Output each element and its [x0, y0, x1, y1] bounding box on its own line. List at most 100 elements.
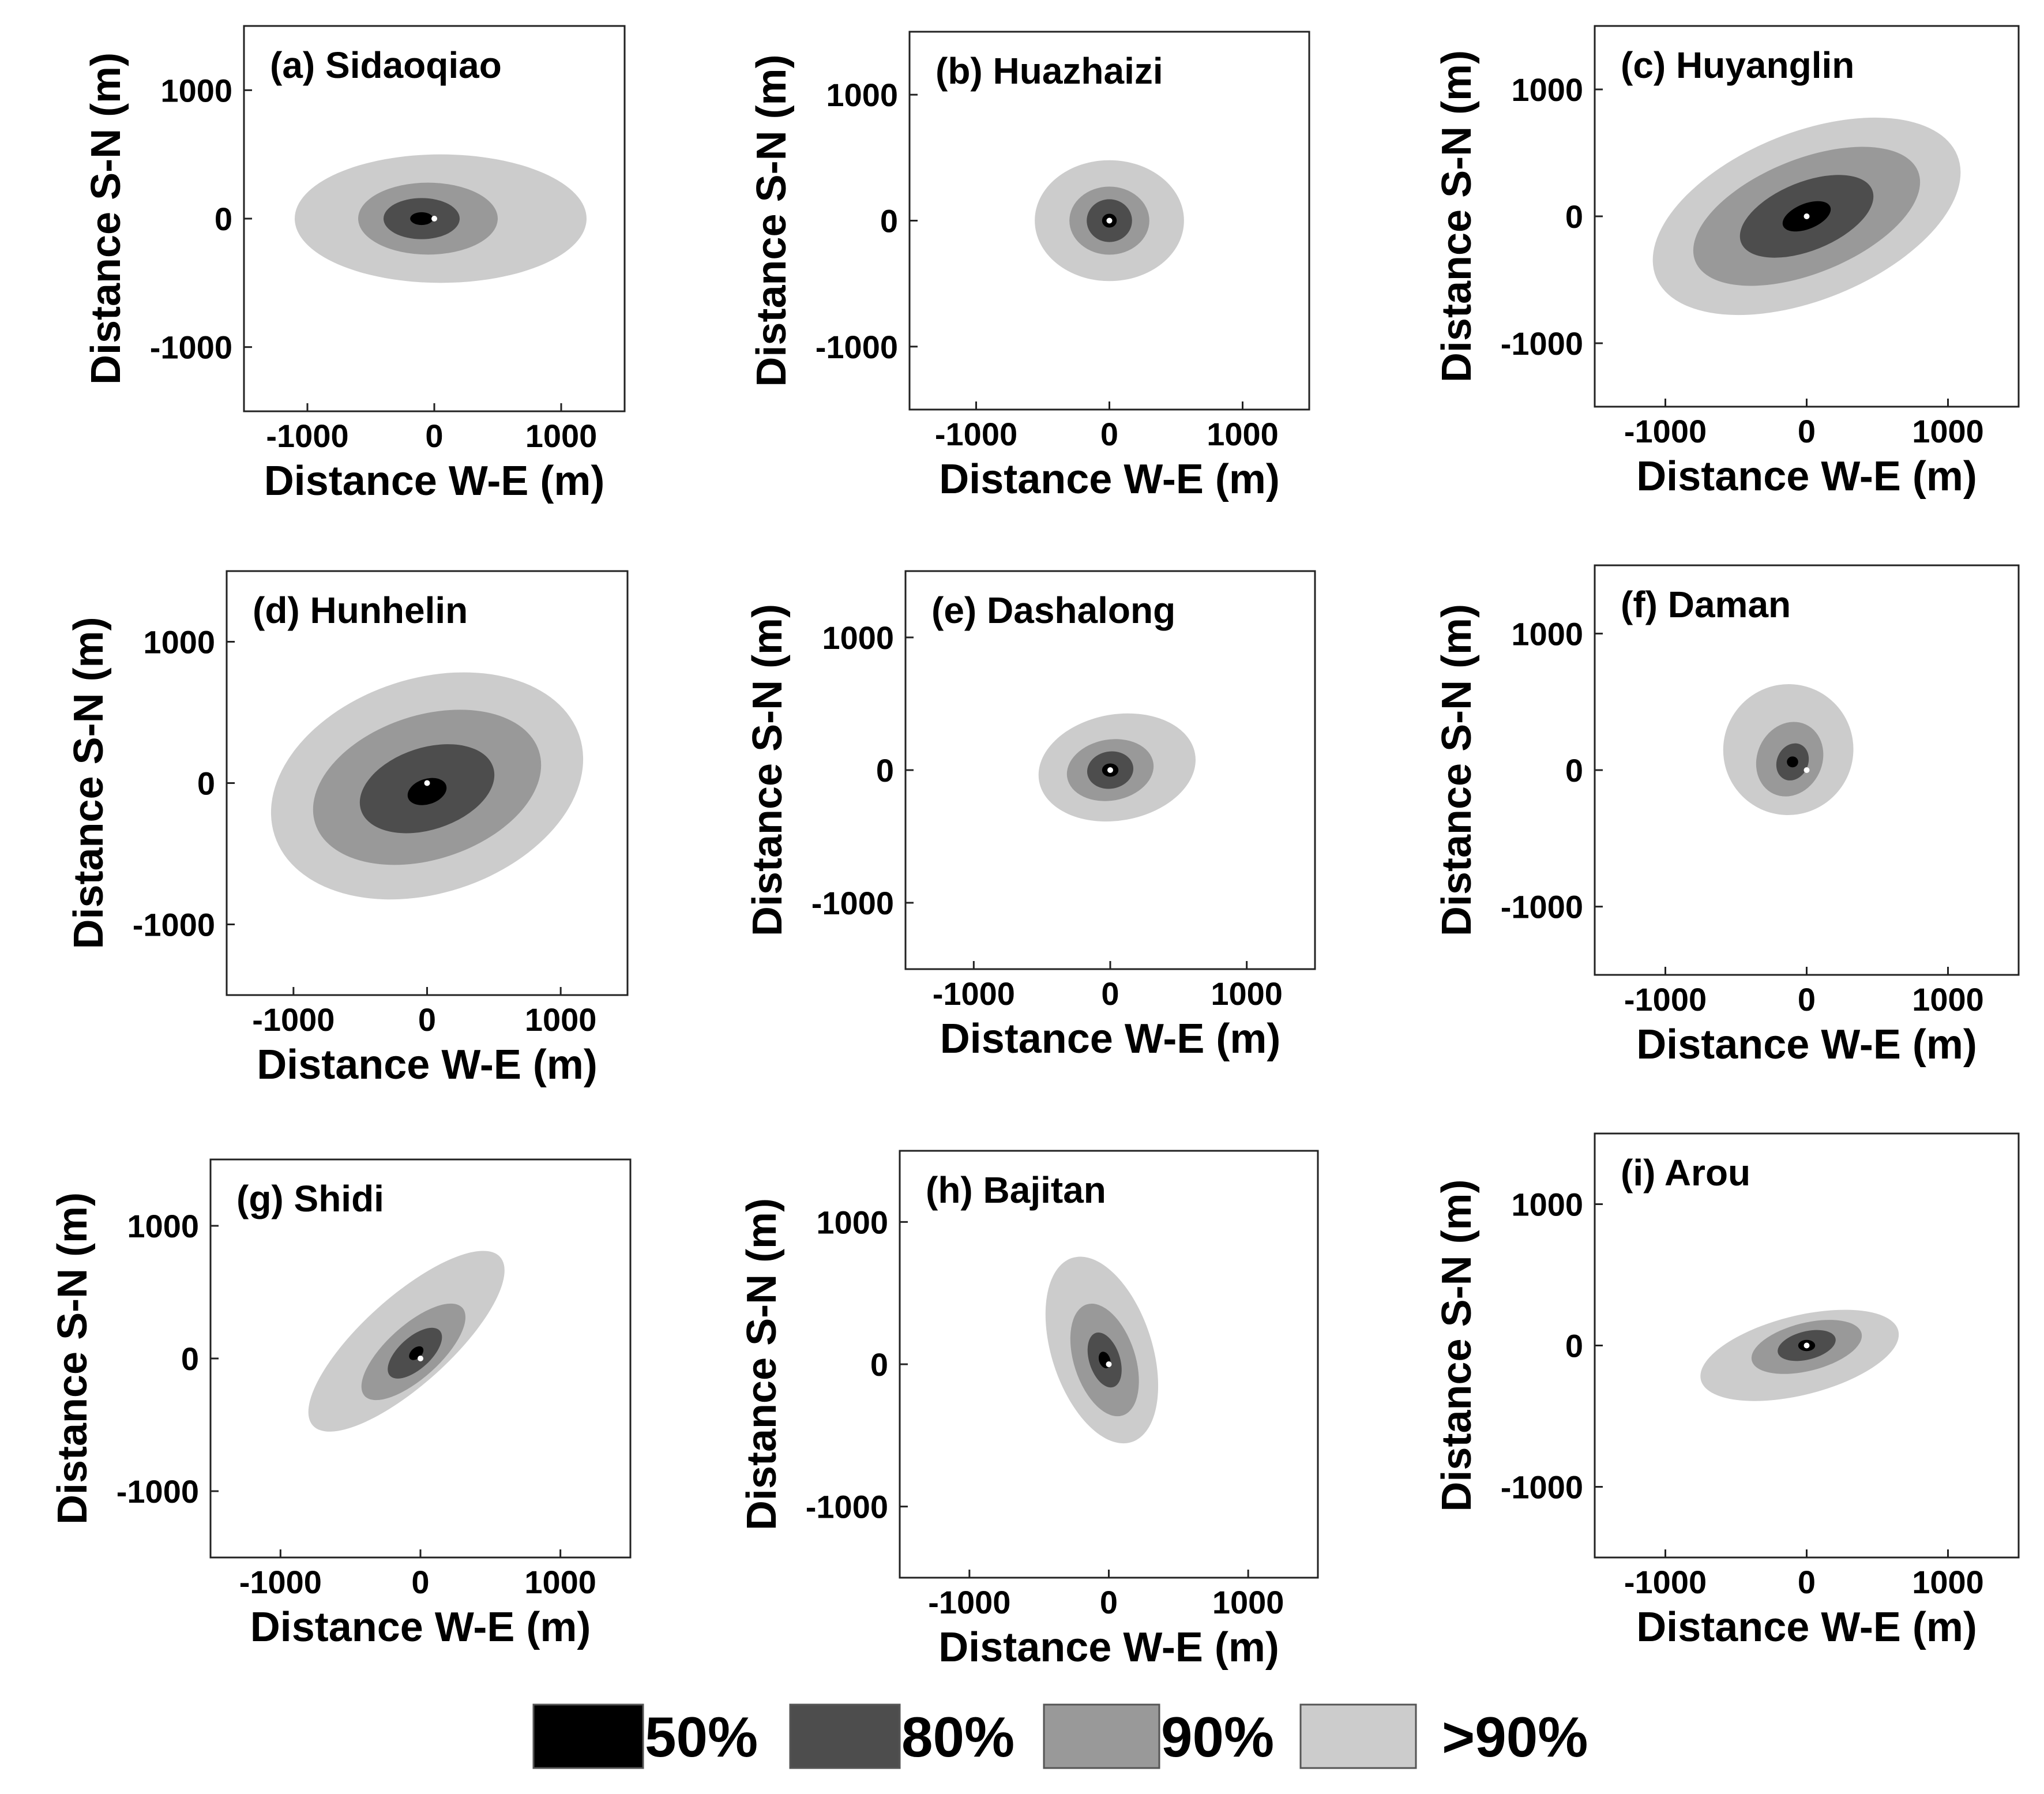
x-tick-label: 0 — [1100, 416, 1118, 452]
x-tick-label: 1000 — [1207, 416, 1279, 452]
x-tick-label: -1000 — [933, 975, 1015, 1012]
x-tick-label: 0 — [1100, 1584, 1118, 1620]
y-tick-label: 1000 — [1511, 1187, 1583, 1223]
x-tick-label: 0 — [1798, 413, 1816, 449]
x-axis-label: Distance W-E (m) — [939, 456, 1280, 502]
x-tick-label: 1000 — [524, 1564, 596, 1600]
y-tick-label: -1000 — [150, 329, 232, 366]
y-tick-label: 1000 — [143, 624, 215, 660]
y-tick-label: 0 — [1565, 752, 1583, 789]
panel-e: -1000 0 1000 -1000 0 1000 (e) Dashalong Distanc… — [745, 570, 1316, 1062]
tower-marker — [1803, 767, 1810, 773]
y-axis-label: Distance S-N (m) — [1434, 1179, 1480, 1511]
x-axis-label: Distance W-E (m) — [938, 1624, 1279, 1671]
x-tick-label: -1000 — [935, 416, 1017, 452]
y-axis-label: Distance S-N (m) — [50, 1192, 96, 1525]
y-tick-label: -1000 — [1501, 325, 1583, 362]
x-axis-label: Distance W-E (m) — [1636, 453, 1977, 500]
panel-title: (a) Sidaoqiao — [270, 44, 502, 86]
legend-swatch-90 — [1043, 1703, 1160, 1769]
panel-title: (d) Hunhelin — [253, 590, 468, 631]
x-tick-label: 0 — [1798, 981, 1816, 1018]
contour-50 — [1787, 756, 1798, 768]
x-tick-label: 0 — [1798, 1564, 1816, 1600]
y-tick-label: -1000 — [816, 329, 898, 365]
legend-swatch-gt90 — [1299, 1703, 1417, 1769]
y-tick-label: -1000 — [117, 1473, 199, 1510]
y-axis-label: Distance S-N (m) — [739, 1198, 785, 1530]
x-tick-label: 0 — [411, 1564, 429, 1600]
y-tick-label: 0 — [181, 1341, 199, 1377]
x-tick-label: 0 — [418, 1001, 436, 1038]
y-tick-label: 1000 — [160, 72, 232, 108]
y-axis-label: Distance S-N (m) — [1434, 604, 1480, 936]
panel-b: -1000 0 1000 -1000 0 1000 (b) Huazhaizi Distanc… — [749, 31, 1310, 502]
panel-a: -1000 0 1000 -1000 0 1000 (a) Sidaoqiao Distanc… — [83, 25, 626, 504]
x-axis-label: Distance W-E (m) — [257, 1042, 598, 1088]
legend-label-50: 50% — [645, 1705, 758, 1769]
x-tick-label: 1000 — [1912, 1564, 1984, 1600]
y-axis-label: Distance S-N (m) — [83, 52, 129, 385]
legend-swatch-80 — [789, 1703, 901, 1769]
legend-label-gt90: >90% — [1442, 1705, 1588, 1769]
y-tick-label: 1000 — [127, 1208, 199, 1244]
y-tick-label: 1000 — [1511, 72, 1583, 108]
x-tick-label: -1000 — [1624, 981, 1707, 1018]
tower-marker — [1803, 213, 1810, 219]
legend: 50% 80% 90% >90% — [532, 1703, 1588, 1769]
panels-group: -1000 0 1000 -1000 0 1000 (a) Sidaoqiao Distanc… — [50, 25, 2020, 1671]
y-tick-label: 1000 — [822, 620, 894, 656]
y-tick-label: -1000 — [1501, 889, 1583, 925]
panel-i: -1000 0 1000 -1000 0 1000 (i) Arou Distance W-E… — [1434, 1132, 2020, 1650]
x-axis-label: Distance W-E (m) — [940, 1016, 1281, 1062]
panel-title: (e) Dashalong — [931, 590, 1175, 631]
tower-marker — [1106, 217, 1113, 224]
x-tick-label: -1000 — [239, 1564, 322, 1600]
x-axis-label: Distance W-E (m) — [250, 1604, 591, 1650]
x-tick-label: 1000 — [525, 1001, 597, 1038]
y-tick-label: 0 — [215, 201, 232, 237]
y-tick-label: -1000 — [1501, 1469, 1583, 1506]
x-tick-label: -1000 — [1624, 413, 1707, 449]
y-tick-label: 0 — [880, 203, 898, 239]
tower-marker — [418, 1356, 423, 1361]
x-axis-label: Distance W-E (m) — [1636, 1604, 1977, 1650]
x-tick-label: -1000 — [1624, 1564, 1707, 1600]
panel-c: -1000 0 1000 -1000 0 1000 (c) Huyanglin Distanc… — [1434, 25, 2020, 500]
panel-title: (c) Huyanglin — [1621, 44, 1854, 86]
y-axis-label: Distance S-N (m) — [745, 604, 791, 936]
tower-marker — [424, 780, 430, 786]
panel-d: -1000 0 1000 -1000 0 1000 (d) Hunhelin Distance… — [66, 570, 629, 1088]
contour-50 — [407, 778, 447, 805]
y-tick-label: 1000 — [1511, 615, 1583, 652]
y-tick-label: -1000 — [806, 1489, 888, 1525]
x-tick-label: -1000 — [928, 1584, 1010, 1620]
y-tick-label: 1000 — [816, 1204, 888, 1240]
legend-label-90: 90% — [1161, 1705, 1274, 1769]
y-axis-label: Distance S-N (m) — [66, 617, 112, 949]
x-tick-label: 1000 — [1212, 1584, 1284, 1620]
x-tick-label: 1000 — [525, 418, 598, 454]
tower-marker — [431, 216, 437, 222]
x-tick-label: 1000 — [1912, 981, 1984, 1018]
panel-g: -1000 0 1000 -1000 0 1000 (g) Shidi Distance W-… — [50, 1158, 632, 1650]
panel-title: (b) Huazhaizi — [935, 50, 1163, 92]
panel-title: (f) Daman — [1621, 584, 1791, 625]
tower-marker — [1107, 767, 1113, 773]
y-tick-label: 0 — [876, 752, 894, 789]
tower-marker — [1106, 1361, 1112, 1367]
x-tick-label: 1000 — [1912, 413, 1984, 449]
x-axis-label: Distance W-E (m) — [1636, 1022, 1977, 1068]
panel-title: (g) Shidi — [236, 1178, 384, 1219]
panel-title: (i) Arou — [1621, 1152, 1750, 1194]
y-axis-label: Distance S-N (m) — [1434, 50, 1480, 382]
x-tick-label: 1000 — [1211, 975, 1283, 1012]
panel-title: (h) Bajitan — [926, 1169, 1106, 1211]
y-tick-label: 0 — [1565, 198, 1583, 235]
x-tick-label: -1000 — [252, 1001, 335, 1038]
y-tick-label: 0 — [870, 1346, 888, 1383]
x-tick-label: 0 — [425, 418, 443, 454]
tower-marker — [1803, 1342, 1810, 1349]
y-tick-label: -1000 — [811, 885, 894, 921]
